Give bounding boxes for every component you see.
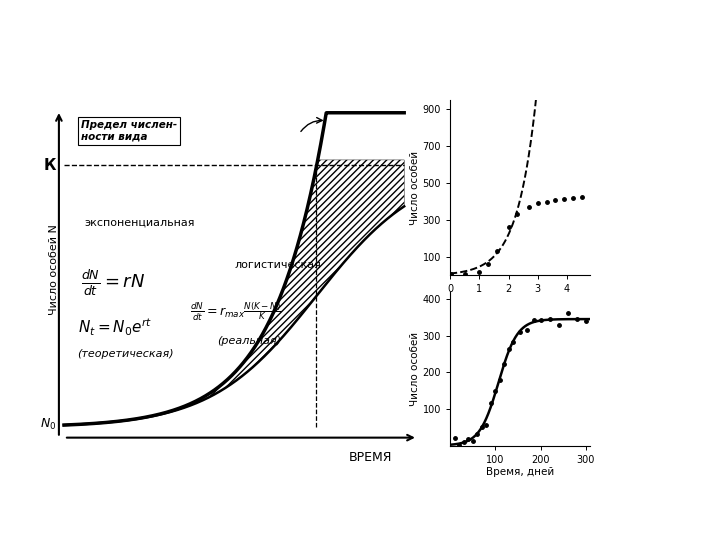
Text: Предел числен-
ности вида: Предел числен- ности вида <box>81 120 177 142</box>
Text: $N_0$: $N_0$ <box>40 416 57 431</box>
Text: $\frac{dN}{dt} = r_{max}\frac{N(K-N)}{K}$: $\frac{dN}{dt} = r_{max}\frac{N(K-N)}{K}… <box>190 301 282 323</box>
Text: К: К <box>44 158 57 173</box>
Text: Число особей N: Число особей N <box>49 225 59 315</box>
Text: ВРЕМЯ: ВРЕМЯ <box>348 451 392 464</box>
Y-axis label: Число особей: Число особей <box>410 332 420 406</box>
X-axis label: Время, дней: Время, дней <box>486 297 554 307</box>
Text: (теоретическая): (теоретическая) <box>78 349 174 359</box>
Text: Теоретическая  и  реальная: Теоретическая и реальная <box>221 16 499 35</box>
Y-axis label: Число особей: Число особей <box>410 151 420 225</box>
Text: (реальная): (реальная) <box>217 336 282 346</box>
Text: $\frac{dN}{dt} = rN$: $\frac{dN}{dt} = rN$ <box>81 268 145 298</box>
Text: экспоненциальная: экспоненциальная <box>84 218 195 228</box>
Text: К – предельная емкость среды, т.е. максимальное число
особей вида, которое может: К – предельная емкость среды, т.е. макси… <box>73 471 647 511</box>
Text: логистическая: логистическая <box>234 260 321 269</box>
Text: кривые роста численности популяции: кривые роста численности популяции <box>169 56 551 75</box>
Text: $N_t = N_0 e^{rt}$: $N_t = N_0 e^{rt}$ <box>78 317 152 338</box>
X-axis label: Время, дней: Время, дней <box>486 467 554 477</box>
